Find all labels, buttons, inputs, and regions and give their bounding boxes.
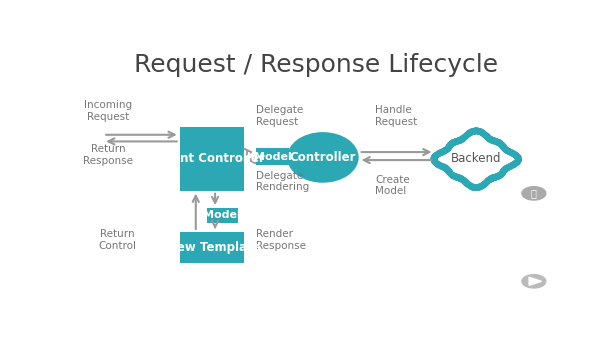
FancyBboxPatch shape — [207, 208, 238, 223]
Text: Return
Control: Return Control — [99, 229, 137, 251]
Polygon shape — [522, 187, 546, 200]
Text: Backend: Backend — [450, 152, 501, 165]
Text: Return
Response: Return Response — [83, 144, 133, 165]
FancyBboxPatch shape — [180, 232, 244, 263]
Text: Front Controller: Front Controller — [159, 152, 265, 165]
Text: Controller: Controller — [290, 151, 356, 164]
Text: Delegate
Request: Delegate Request — [256, 105, 303, 127]
Text: Delegate
Rendering: Delegate Rendering — [256, 171, 309, 192]
Polygon shape — [529, 277, 541, 285]
Text: Model: Model — [254, 152, 291, 162]
Text: Request / Response Lifecycle: Request / Response Lifecycle — [134, 54, 498, 78]
Ellipse shape — [287, 132, 359, 183]
Text: Handle
Request: Handle Request — [375, 105, 418, 127]
Text: Model: Model — [203, 210, 241, 220]
Text: Incoming
Request: Incoming Request — [84, 100, 132, 121]
Text: View Template: View Template — [164, 241, 260, 254]
FancyBboxPatch shape — [180, 127, 244, 191]
Text: ⧉: ⧉ — [531, 188, 537, 198]
Text: Render
Response: Render Response — [256, 229, 306, 251]
FancyBboxPatch shape — [256, 148, 290, 165]
Polygon shape — [522, 275, 546, 288]
Text: Create
Model: Create Model — [375, 175, 410, 196]
